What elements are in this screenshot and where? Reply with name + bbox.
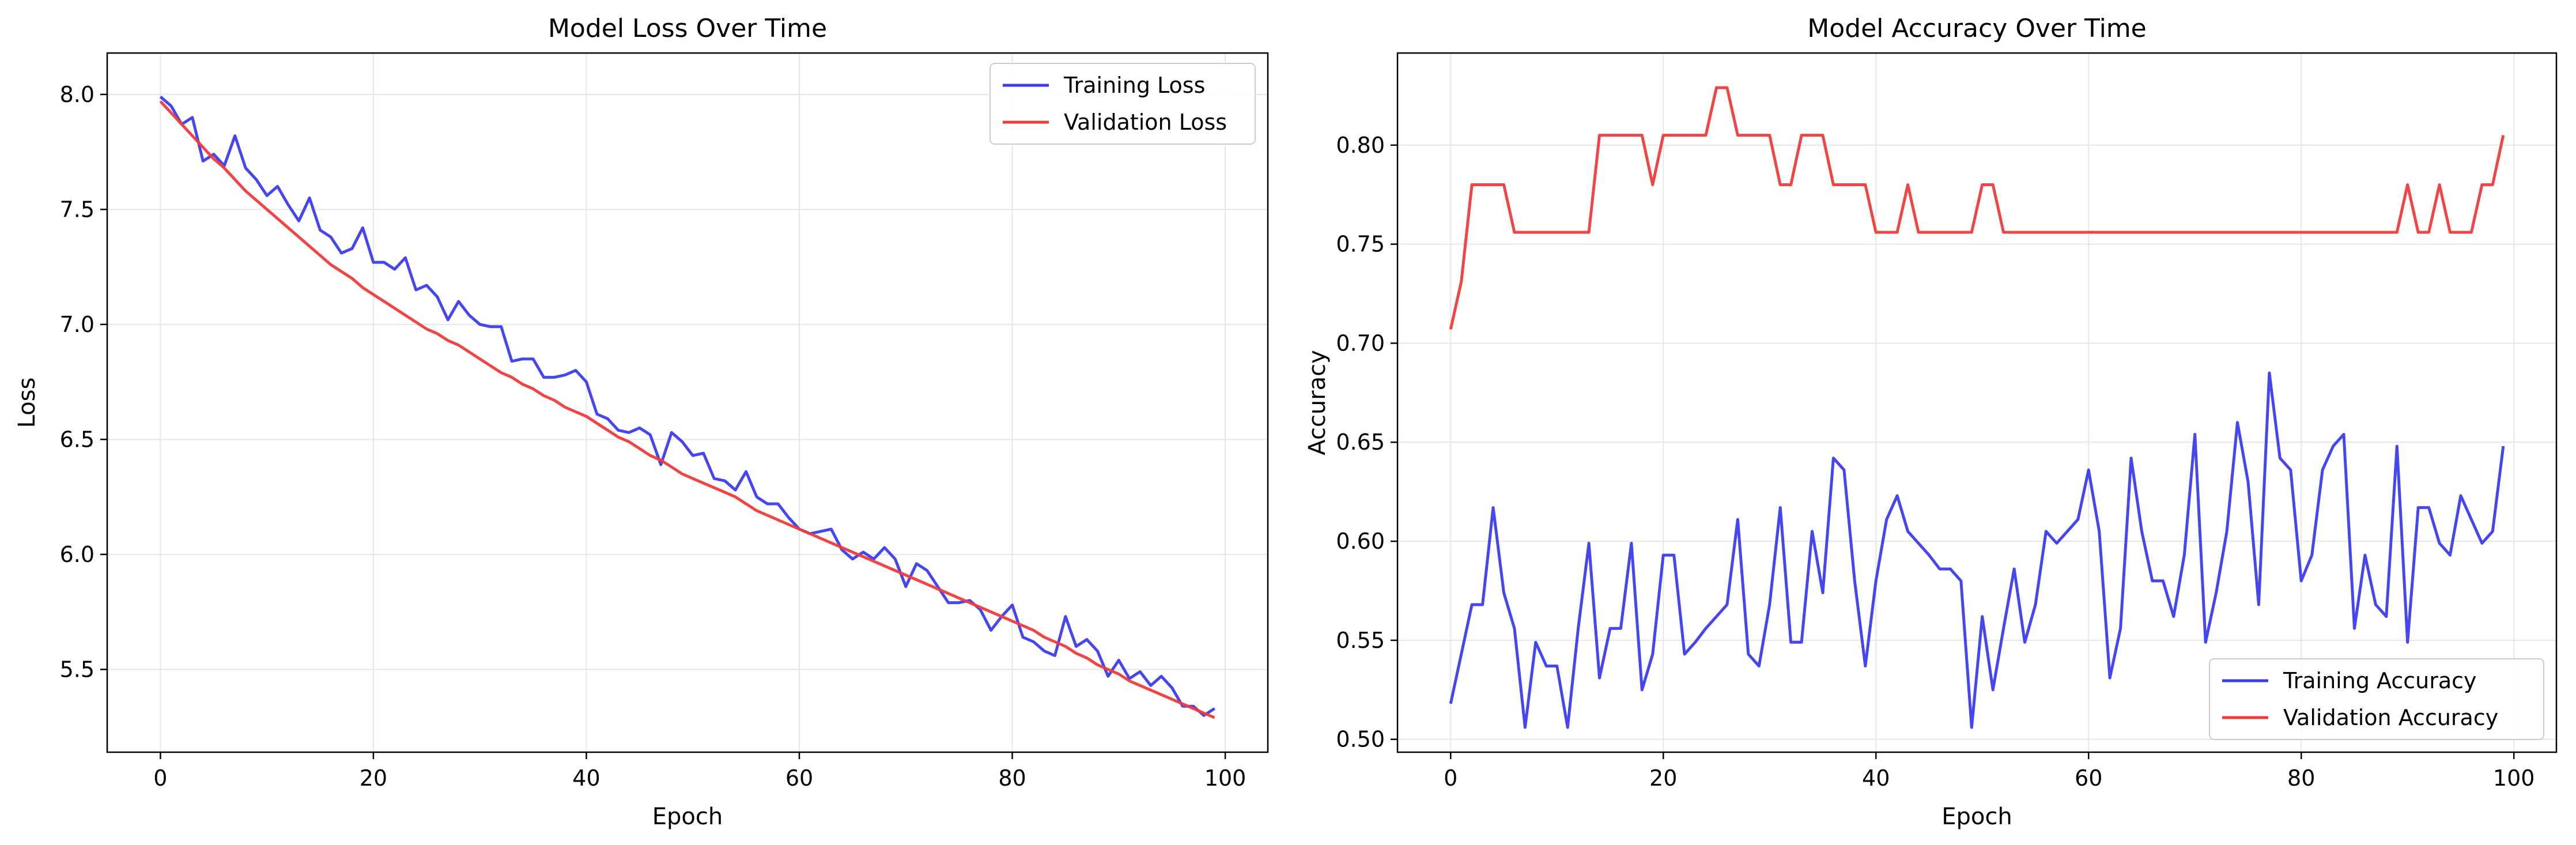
loss-legend: Training Loss Validation Loss — [989, 63, 1256, 145]
loss-legend-box — [989, 63, 1256, 145]
accuracy-y-axis-label: Accuracy — [1304, 350, 1331, 455]
accuracy-series-line-training — [1449, 371, 2505, 729]
loss-y-tick-label: 8.0 — [60, 82, 95, 107]
loss-x-tick-label: 100 — [1204, 765, 1247, 791]
accuracy-series-line-validation — [1449, 86, 2505, 330]
loss-legend-label-training: Training Loss — [1063, 73, 1205, 98]
accuracy-x-tick-label: 40 — [1862, 765, 1890, 791]
accuracy-y-tick-label: 0.80 — [1336, 133, 1385, 158]
accuracy-y-tick-label: 0.50 — [1336, 727, 1385, 752]
accuracy-axes-frame — [1396, 52, 2558, 753]
accuracy-x-tick-label: 20 — [1649, 765, 1677, 791]
loss-x-tick-label: 60 — [785, 765, 813, 791]
loss-series-line-training — [159, 95, 1215, 717]
accuracy-y-tick-label: 0.55 — [1336, 628, 1385, 653]
accuracy-y-tick-label: 0.60 — [1336, 529, 1385, 554]
loss-legend-label-validation: Validation Loss — [1064, 110, 1227, 135]
loss-chart-panel: 0 20 40 60 80 100 5.5 6.0 6.5 7.0 7.5 8.0 Model Loss… — [14, 14, 1269, 830]
loss-y-tick-label: 7.0 — [60, 312, 95, 337]
loss-x-tick-label: 40 — [572, 765, 600, 791]
accuracy-x-axis-label: Epoch — [1942, 803, 2012, 830]
accuracy-chart-panel: 0 20 40 60 80 100 0.50 0.55 0.60 0.65 0.70 0.75 0.80… — [1304, 14, 2558, 830]
accuracy-legend: Training Accuracy Validation Accuracy — [2209, 658, 2544, 740]
accuracy-x-tick-label: 100 — [2493, 765, 2535, 791]
accuracy-x-tick-label: 60 — [2075, 765, 2102, 791]
accuracy-x-tick-label: 0 — [1444, 765, 1457, 791]
loss-series-line-validation — [159, 100, 1215, 719]
loss-chart-title: Model Loss Over Time — [548, 14, 827, 43]
loss-x-tick-label: 80 — [998, 765, 1026, 791]
accuracy-x-tick-label: 80 — [2287, 765, 2315, 791]
accuracy-legend-label-validation: Validation Accuracy — [2283, 705, 2498, 730]
loss-y-tick-label: 6.5 — [60, 427, 95, 452]
accuracy-y-tick-label: 0.65 — [1336, 429, 1385, 455]
loss-x-tick-label: 0 — [153, 765, 167, 791]
accuracy-legend-box — [2209, 658, 2544, 740]
loss-y-tick-label: 7.5 — [60, 197, 95, 222]
loss-y-axis-label: Loss — [14, 378, 40, 428]
accuracy-legend-label-training: Training Accuracy — [2283, 668, 2477, 693]
loss-y-tick-label: 6.0 — [60, 542, 95, 567]
loss-y-tick-label: 5.5 — [60, 657, 95, 682]
loss-x-axis-label: Epoch — [652, 803, 723, 830]
loss-axes-frame — [106, 52, 1269, 753]
accuracy-y-tick-label: 0.75 — [1336, 232, 1385, 257]
loss-x-tick-label: 20 — [360, 765, 387, 791]
accuracy-chart-title: Model Accuracy Over Time — [1807, 14, 2146, 43]
accuracy-y-tick-label: 0.70 — [1336, 330, 1385, 356]
